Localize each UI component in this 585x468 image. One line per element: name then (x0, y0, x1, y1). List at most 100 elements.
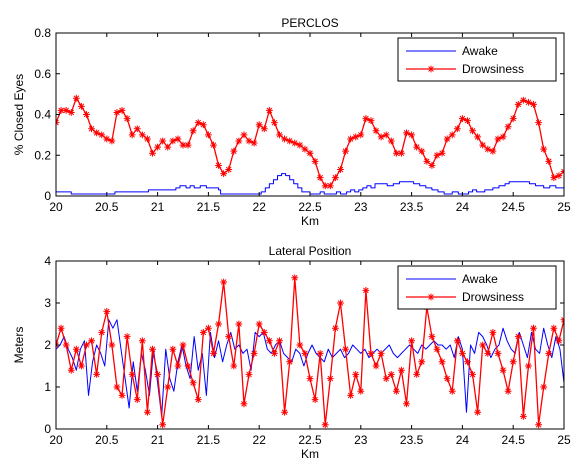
data-point-drowsiness (337, 166, 344, 173)
data-point-drowsiness (93, 129, 101, 137)
data-point-drowsiness (276, 337, 283, 345)
data-point-drowsiness (123, 333, 131, 340)
data-point-drowsiness (535, 119, 542, 127)
data-point-drowsiness (108, 137, 116, 145)
data-point-drowsiness (149, 149, 156, 157)
data-point-drowsiness (321, 421, 329, 429)
data-point-drowsiness (448, 387, 456, 395)
data-point-drowsiness (93, 371, 101, 378)
data-point-drowsiness (179, 341, 187, 349)
data-point-drowsiness (494, 135, 502, 143)
x-tick-label: 25 (557, 433, 571, 447)
data-point-drowsiness (255, 121, 263, 129)
data-point-drowsiness (291, 274, 299, 282)
data-point-drowsiness (210, 141, 217, 149)
legend-label-drowsiness: Drowsiness (462, 290, 524, 304)
data-point-drowsiness (479, 141, 487, 149)
data-point-drowsiness (332, 174, 339, 182)
data-point-drowsiness (540, 145, 548, 153)
data-point-drowsiness (169, 137, 177, 145)
y-tick-label: 0.4 (34, 108, 51, 122)
data-point-drowsiness (159, 137, 167, 145)
data-point-drowsiness (499, 133, 507, 141)
data-point-drowsiness (469, 127, 476, 135)
chart-title: PERCLOS (281, 16, 338, 30)
x-axis-label: Km (301, 447, 319, 461)
data-point-drowsiness (306, 149, 314, 157)
data-point-drowsiness (509, 115, 517, 122)
data-point-drowsiness (88, 337, 95, 345)
x-tick-label: 20 (49, 433, 63, 447)
data-point-drowsiness (418, 147, 426, 155)
legend-box (397, 37, 557, 82)
data-point-drowsiness (382, 375, 390, 382)
data-point-drowsiness (210, 350, 217, 357)
data-point-drowsiness (413, 371, 421, 378)
data-point-drowsiness (316, 174, 324, 182)
data-point-drowsiness (514, 100, 522, 108)
data-point-drowsiness (509, 358, 517, 366)
data-point-drowsiness (103, 308, 111, 315)
legend: Awake Drowsiness (397, 37, 557, 82)
legend-box (397, 265, 557, 310)
data-point-drowsiness (474, 408, 482, 416)
y-tick-label: 0.6 (34, 67, 51, 81)
data-point-drowsiness (291, 139, 299, 147)
data-point-drowsiness (362, 115, 370, 122)
data-point-drowsiness (230, 362, 238, 370)
data-point-drowsiness (189, 379, 197, 387)
data-point-drowsiness (184, 141, 192, 149)
y-axis-label: % Closed Eyes (12, 74, 26, 155)
chart-panel-2: 20 20.5 21 21.5 22 22.5 23 23.5 24 24.5 2501234Lat… (12, 244, 571, 461)
data-point-drowsiness (418, 358, 426, 366)
data-point-drowsiness (555, 172, 563, 180)
data-point-drowsiness (398, 366, 405, 374)
data-point-drowsiness (260, 125, 268, 133)
data-point-drowsiness (519, 413, 527, 420)
data-point-drowsiness (67, 109, 75, 116)
data-point-drowsiness (169, 345, 177, 353)
data-point-drowsiness (133, 396, 141, 403)
data-point-drowsiness (352, 133, 360, 141)
chart-panel-1: 20 20.5 21 21.5 22 22.5 23 23.5 24 24.5 25 0 0.2 0.4 0… (12, 16, 571, 228)
data-point-drowsiness (453, 125, 461, 133)
data-point-drowsiness (519, 96, 527, 104)
data-point-drowsiness (372, 127, 380, 135)
x-tick-label: 20 (49, 200, 63, 214)
data-point-drowsiness (260, 329, 268, 336)
data-point-drowsiness (423, 157, 431, 165)
data-point-drowsiness (550, 174, 558, 182)
data-point-drowsiness (484, 145, 492, 153)
data-point-drowsiness (149, 345, 156, 353)
x-tick-label: 20.5 (95, 433, 119, 447)
data-point-drowsiness (57, 324, 65, 332)
data-point-drowsiness (464, 358, 471, 366)
y-tick-label: 4 (44, 254, 51, 268)
data-point-drowsiness (392, 387, 400, 395)
x-tick-label: 20.5 (95, 200, 119, 214)
data-point-drowsiness (123, 115, 131, 122)
data-point-drowsiness (240, 400, 248, 408)
data-point-drowsiness (301, 350, 309, 357)
data-point-drowsiness (550, 324, 558, 332)
data-point-drowsiness (367, 117, 375, 125)
y-tick-label: 0.8 (34, 26, 51, 40)
y-tick-label: 2 (44, 338, 51, 352)
data-point-drowsiness (205, 324, 212, 332)
data-point-drowsiness (245, 137, 253, 145)
data-point-drowsiness (408, 131, 415, 139)
y-axis-label: Meters (12, 327, 26, 364)
data-point-drowsiness (194, 119, 202, 127)
data-point-drowsiness (316, 350, 324, 357)
data-point-drowsiness (194, 396, 202, 403)
data-point-drowsiness (225, 333, 233, 340)
data-point-drowsiness (347, 392, 355, 399)
series-layer (56, 94, 564, 195)
data-point-drowsiness (189, 127, 197, 135)
data-point-drowsiness (245, 371, 253, 378)
x-tick-label: 23 (354, 433, 368, 447)
data-point-drowsiness (321, 182, 329, 190)
data-point-drowsiness (215, 320, 222, 328)
data-point-drowsiness (357, 131, 365, 139)
data-point-drowsiness (103, 135, 111, 143)
